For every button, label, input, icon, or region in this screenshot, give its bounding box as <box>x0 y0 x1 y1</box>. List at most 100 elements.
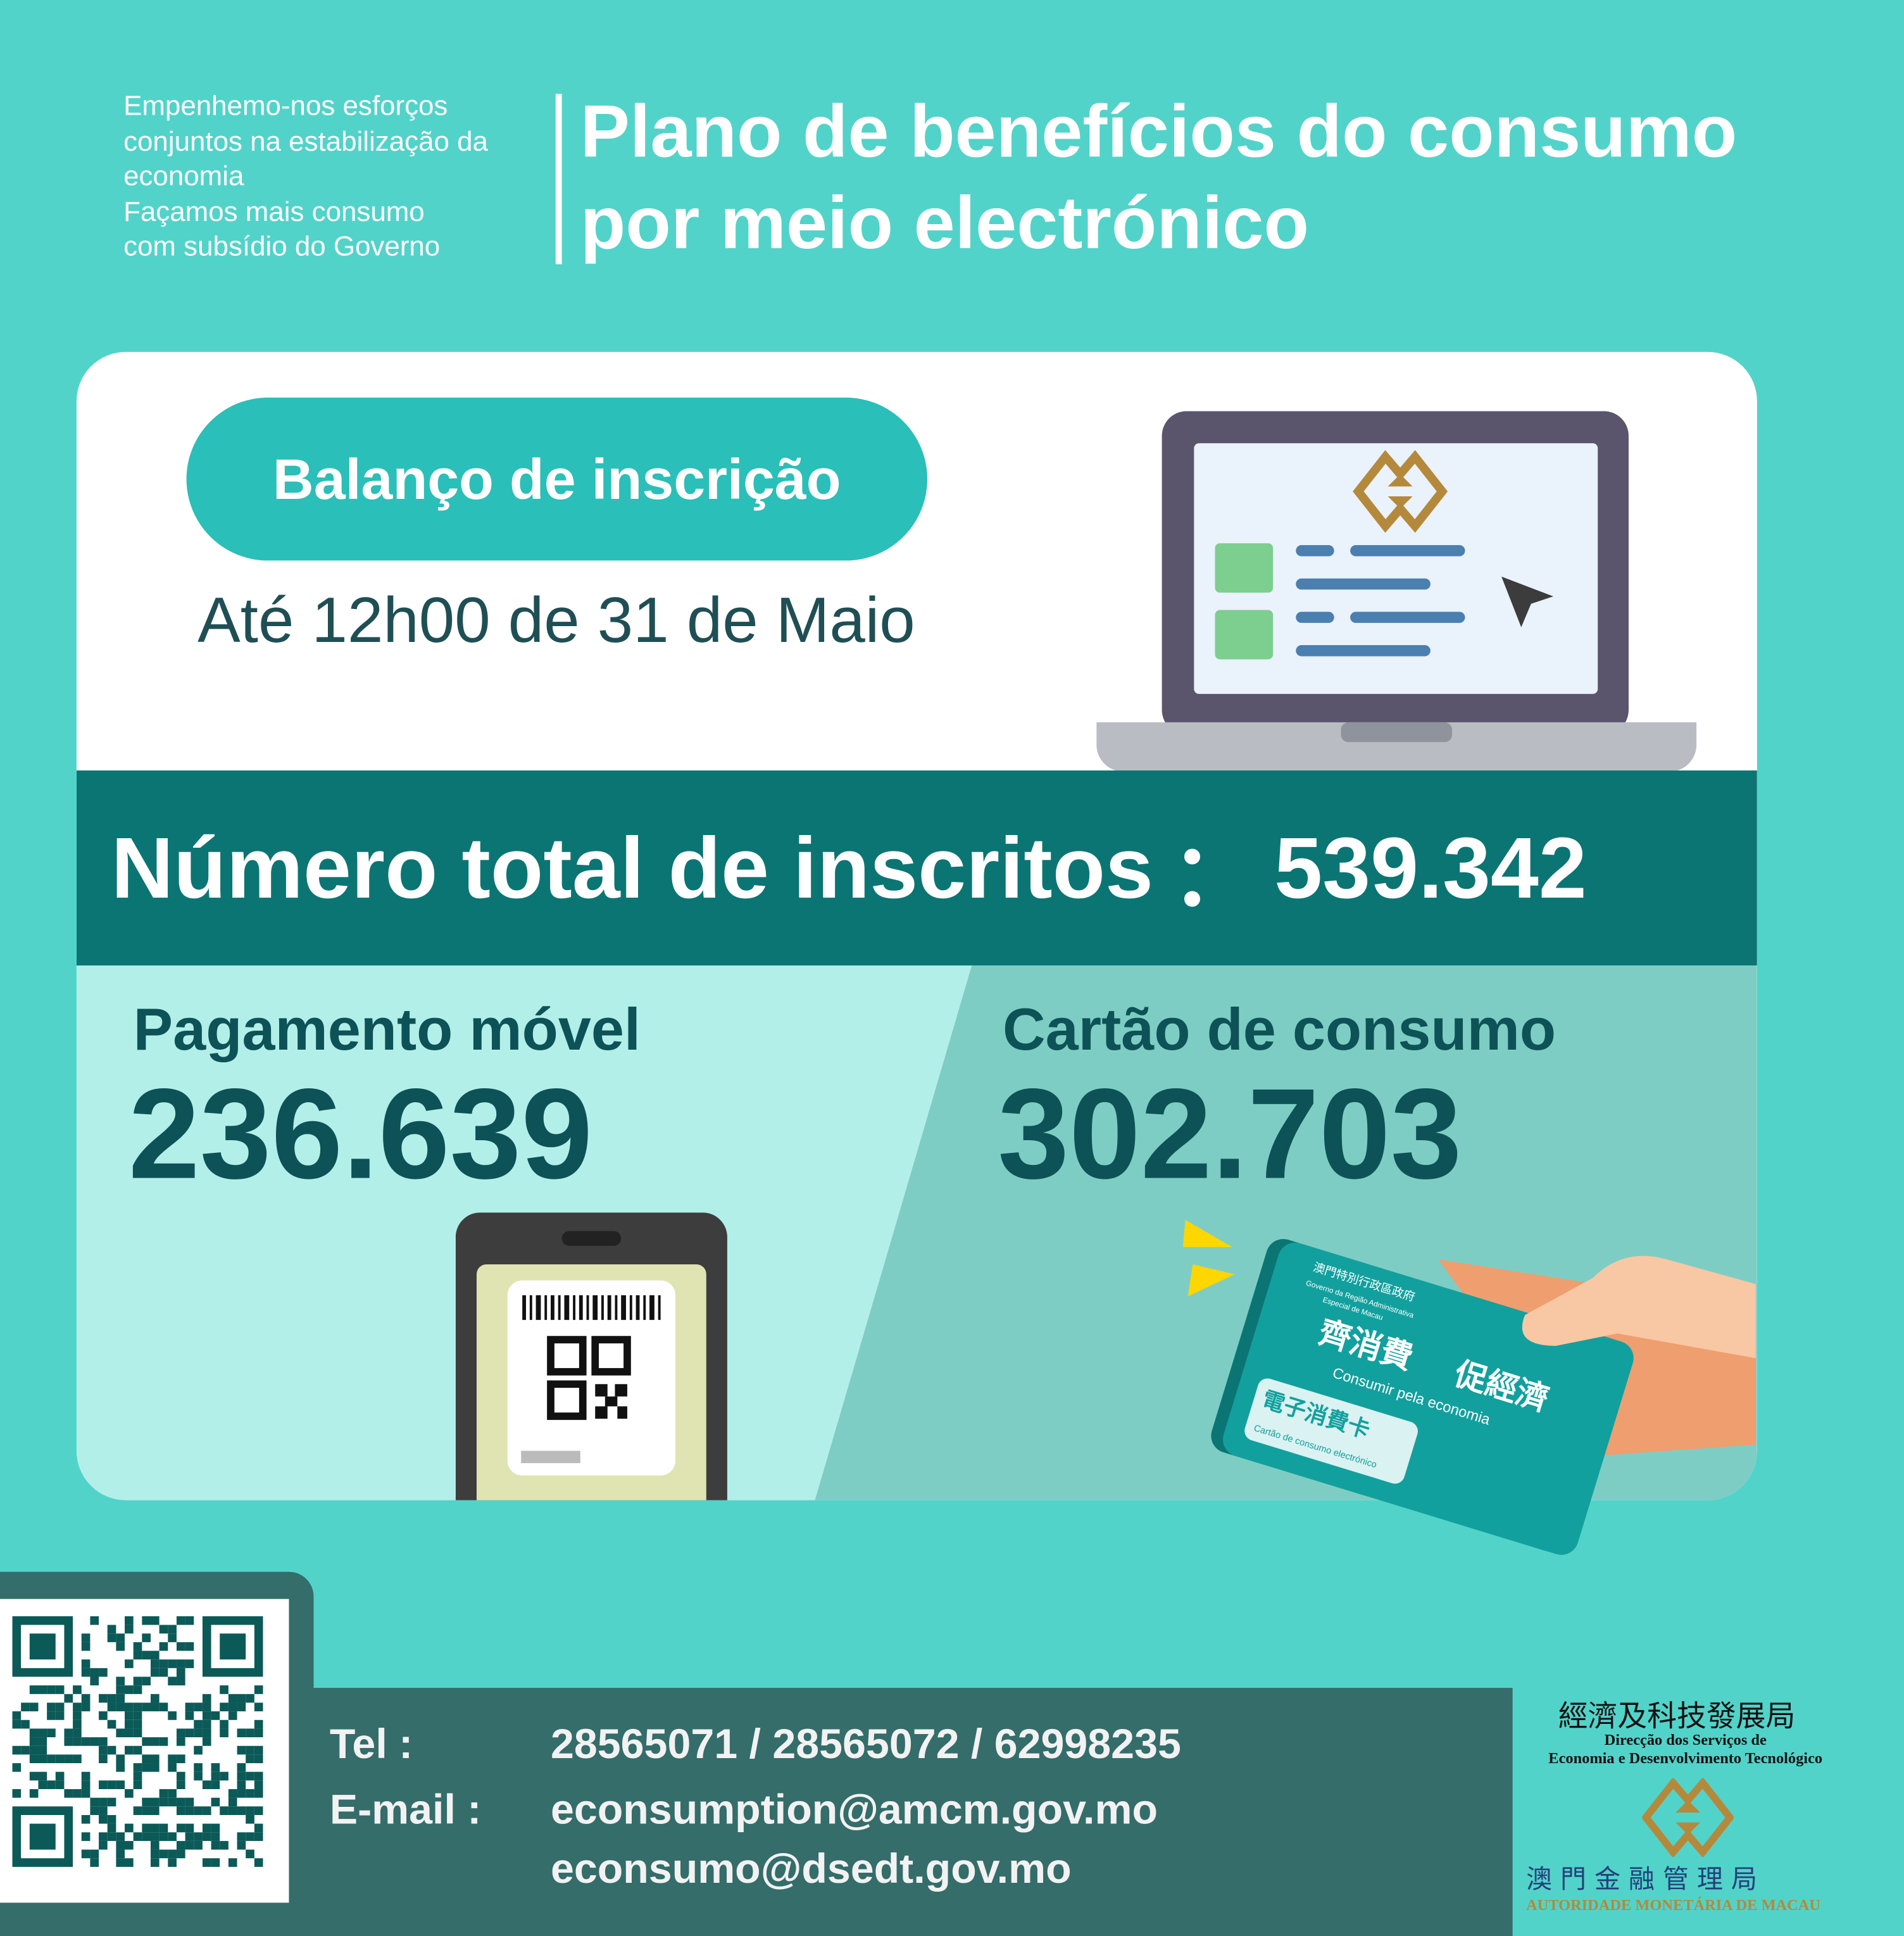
qr-module <box>211 1840 220 1850</box>
qr-module <box>116 1685 125 1694</box>
qr-module <box>125 1728 134 1738</box>
qr-module <box>176 1823 185 1833</box>
qr-module <box>29 1771 39 1781</box>
deadline-text: Até 12h00 de 31 de Maio <box>197 585 915 657</box>
qr-module <box>254 1806 263 1815</box>
qr-module <box>168 1659 177 1668</box>
qr-module <box>125 1616 134 1625</box>
tagline-line: com subsídio do Governo <box>123 230 441 262</box>
qr-module <box>142 1737 151 1746</box>
qr-module <box>90 1797 99 1807</box>
qr-module <box>150 1694 160 1703</box>
mobile-value: 236.639 <box>128 1063 593 1207</box>
qr-module <box>73 1711 82 1720</box>
qr-module <box>133 1685 142 1694</box>
tagline-line: Empenhemo-nos esforços <box>123 90 448 122</box>
consumption-card-illustration: 澳門特別行政區政府 Governo da Região Administrati… <box>1182 1219 1756 1555</box>
qr-module <box>176 1771 185 1781</box>
qr-module <box>202 1694 211 1703</box>
qr-module <box>99 1814 108 1824</box>
qr-module <box>81 1633 91 1642</box>
qr-module <box>107 1745 116 1755</box>
qr-module <box>81 1849 91 1859</box>
email-link-2[interactable]: econsumo@dsedt.gov.mo <box>551 1845 1072 1893</box>
qr-module <box>133 1745 142 1755</box>
qr-module <box>81 1771 91 1781</box>
qr-finder <box>220 1633 246 1660</box>
dsedt-pt-line: Direcção dos Serviços de <box>1604 1731 1767 1749</box>
qr-module <box>133 1832 142 1841</box>
qr-module <box>185 1797 194 1807</box>
qr-module <box>176 1728 185 1738</box>
qr-module <box>202 1711 211 1720</box>
qr-module <box>228 1806 237 1815</box>
qr-module <box>194 1728 203 1738</box>
tagline-line: economia <box>123 160 244 192</box>
qr-module <box>150 1849 160 1859</box>
qr-module <box>254 1858 263 1867</box>
qr-module <box>185 1832 194 1841</box>
qr-module <box>185 1823 194 1833</box>
qr-module <box>99 1840 108 1850</box>
qr-module <box>116 1858 125 1867</box>
qr-module <box>176 1676 185 1686</box>
qr-module <box>176 1642 185 1651</box>
qr-module <box>90 1849 99 1859</box>
qr-module <box>81 1780 91 1789</box>
qr-module <box>176 1754 185 1764</box>
qr-module <box>142 1702 151 1712</box>
qr-module <box>237 1728 246 1738</box>
title-line: Plano de benefícios do consumo <box>580 90 1738 173</box>
tel-label: Tel : <box>329 1721 413 1768</box>
qr-module <box>99 1668 108 1677</box>
qr-code-icon <box>12 1616 263 1867</box>
qr-icon <box>547 1336 631 1420</box>
qr-module <box>211 1763 220 1772</box>
qr-module <box>168 1797 177 1807</box>
qr-module <box>246 1814 254 1824</box>
qr-module <box>150 1832 160 1841</box>
qr-module <box>64 1737 73 1746</box>
qr-module <box>150 1668 160 1677</box>
qr-module <box>185 1840 194 1850</box>
qr-module <box>38 1685 47 1694</box>
qr-module <box>81 1659 91 1668</box>
qr-module <box>211 1797 220 1807</box>
qr-module <box>125 1823 134 1833</box>
qr-module <box>55 1702 65 1712</box>
tel-value[interactable]: 28565071 / 28565072 / 62998235 <box>551 1721 1181 1768</box>
qr-module <box>47 1702 56 1712</box>
qr-module <box>237 1763 246 1772</box>
cursor-icon <box>1501 576 1553 627</box>
qr-module <box>55 1711 65 1720</box>
qr-module <box>150 1840 160 1850</box>
qr-module <box>116 1832 125 1841</box>
qr-module <box>90 1737 99 1746</box>
qr-module <box>254 1788 263 1798</box>
qr-module <box>90 1676 99 1686</box>
qr-module <box>81 1702 91 1712</box>
qr-module <box>211 1711 220 1720</box>
qr-module <box>220 1685 229 1694</box>
qr-module <box>73 1788 82 1798</box>
qr-module <box>142 1616 151 1625</box>
qr-module <box>246 1832 254 1841</box>
qr-module <box>159 1849 168 1859</box>
qr-code[interactable] <box>0 1599 289 1903</box>
total-separator: ： <box>1170 826 1257 923</box>
qr-module <box>168 1754 177 1764</box>
qr-module <box>73 1754 82 1764</box>
qr-module <box>142 1832 151 1841</box>
qr-module <box>185 1728 194 1738</box>
qr-module <box>159 1625 168 1634</box>
email-link-1[interactable]: econsumption@amcm.gov.mo <box>551 1787 1158 1834</box>
qr-module <box>116 1780 125 1789</box>
qr-module <box>202 1780 211 1789</box>
qr-module <box>99 1806 108 1815</box>
qr-module <box>116 1754 125 1764</box>
tagline: Empenhemo-nos esforços conjuntos na esta… <box>123 89 549 265</box>
qr-module <box>168 1849 177 1859</box>
phone-illustration <box>455 1212 727 1500</box>
qr-module <box>185 1642 194 1651</box>
tagline-line: conjuntos na estabilização da <box>123 125 488 156</box>
